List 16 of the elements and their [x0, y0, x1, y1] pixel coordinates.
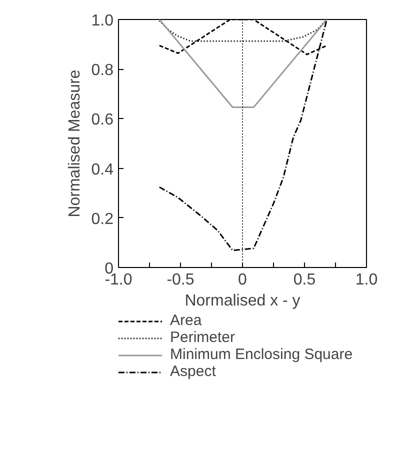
legend-label: Area — [170, 312, 202, 329]
x-axis-title: Normalised x - y — [184, 292, 300, 310]
x-tick-label: -1.0 — [104, 272, 132, 288]
legend-label: Minimum Enclosing Square — [170, 346, 353, 363]
y-axis-title: Normalised Measure — [66, 70, 84, 218]
legend-label: Perimeter — [170, 329, 236, 346]
y-tick-label: 0.2 — [91, 210, 114, 228]
y-tick-label: 0.6 — [91, 112, 114, 129]
y-tick-label: 0.4 — [91, 161, 114, 178]
y-tick-label: 1.0 — [91, 12, 114, 30]
x-tick-label: 0.5 — [293, 272, 316, 288]
x-tick-label: -0.5 — [166, 272, 194, 288]
x-tick-label: 1.0 — [355, 272, 378, 288]
x-tick-label: 0 — [238, 272, 248, 288]
y-tick-label: 0.8 — [91, 62, 114, 80]
legend-label: Aspect — [170, 363, 216, 380]
